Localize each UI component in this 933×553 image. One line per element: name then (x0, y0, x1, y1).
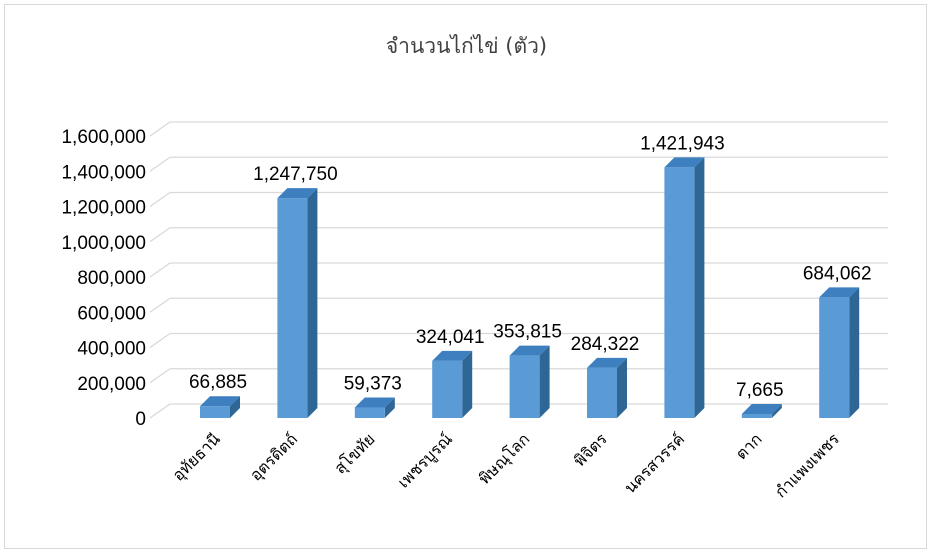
y-tick-label: 1,000,000 (61, 233, 146, 254)
x-axis-labels: อุทัยธานี อุตรดิตถ์ สุโขทัย เพชรบูรณ์ พิษณุโ… (169, 429, 844, 501)
gridline (149, 297, 888, 313)
data-label: 1,247,750 (253, 164, 338, 185)
y-tick-label: 0 (135, 409, 146, 430)
bar (664, 157, 705, 418)
x-tick-label: ตาก (732, 429, 766, 463)
y-axis-ticks: 0 200,000 400,000 600,000 800,000 1,000,000 1,… (61, 127, 146, 430)
x-tick-label: เพชรบูรณ์ (394, 429, 457, 492)
y-tick-label: 400,000 (77, 339, 146, 360)
data-labels: 66,885 1,247,750 59,373 324,041 353,815 284,3… (189, 133, 872, 401)
data-label: 59,373 (344, 374, 402, 395)
y-tick-label: 1,200,000 (61, 198, 146, 219)
bar (432, 350, 473, 418)
gridline (149, 262, 888, 278)
y-tick-label: 1,600,000 (61, 127, 146, 148)
gridline (149, 156, 888, 172)
data-label: 684,062 (803, 263, 872, 284)
bars (200, 157, 860, 418)
chart-frame (4, 4, 927, 549)
data-label: 284,322 (571, 334, 640, 355)
x-tick-label: สุโขทัย (330, 429, 379, 478)
gridline (149, 121, 888, 137)
y-tick-label: 600,000 (77, 303, 146, 324)
bar (354, 397, 395, 418)
bar (587, 357, 627, 418)
y-tick-label: 200,000 (77, 374, 146, 395)
bar (819, 287, 860, 418)
y-tick-label: 1,400,000 (61, 162, 146, 183)
bar (509, 345, 550, 418)
gridline (149, 191, 888, 208)
bar (741, 404, 782, 418)
data-label: 1,421,943 (640, 133, 725, 154)
x-tick-label: พิจิตร (570, 429, 611, 470)
y-tick-label: 800,000 (77, 268, 146, 289)
chart-title: จำนวนไก่ไข่ (ตัว) (385, 34, 548, 58)
x-tick-label: กำแพงเพชร (771, 429, 843, 501)
x-tick-label: อุทัยธานี (169, 429, 225, 485)
x-tick-label: นครสวรรค์ (620, 429, 688, 497)
gridline (149, 227, 888, 243)
data-label: 66,885 (189, 372, 247, 393)
bar (200, 396, 240, 418)
x-tick-label: พิษณุโลก (475, 429, 534, 488)
bar (277, 188, 318, 418)
data-label: 324,041 (416, 327, 485, 348)
data-label: 7,665 (736, 380, 784, 401)
data-label: 353,815 (493, 322, 562, 343)
x-tick-label: อุตรดิตถ์ (246, 429, 302, 485)
